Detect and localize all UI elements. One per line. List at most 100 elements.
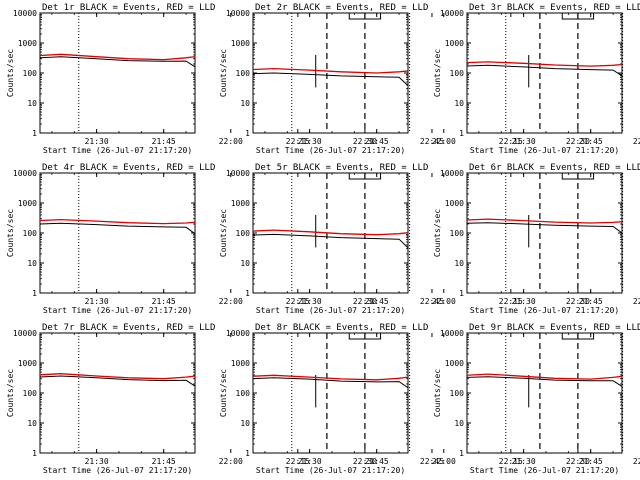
panel-9: Det 9r BLACK = Events, RED = LLD 1 10 100 10…	[433, 323, 640, 475]
y-tick-label: 10000	[440, 9, 464, 18]
y-tick-label: 1000	[445, 39, 464, 48]
time-bracket	[561, 13, 595, 20]
x-tick-label: 22:00	[432, 297, 456, 306]
x-tick-label: 22:15	[286, 137, 310, 146]
y-tick-label: 10	[454, 259, 464, 268]
panel-2: Det 2r BLACK = Events, RED = LLD 1 10 100 10…	[219, 3, 640, 155]
y-tick-label: 100	[23, 69, 38, 78]
y-tick-label: 1	[32, 449, 37, 458]
y-tick-label: 10	[454, 419, 464, 428]
y-tick-label: 1	[459, 129, 464, 138]
panel-title: Det 5r BLACK = Events, RED = LLD	[255, 163, 428, 173]
y-tick-label: 1000	[445, 359, 464, 368]
time-bracket	[348, 333, 382, 340]
y-tick-label: 10000	[13, 169, 37, 178]
x-axis-label: Start Time (26-Jul-07 21:17:20)	[470, 466, 619, 475]
y-tick-label: 1	[32, 289, 37, 298]
y-tick-label: 1	[459, 289, 464, 298]
y-tick-label: 1000	[445, 199, 464, 208]
x-tick-label: 22:30	[566, 137, 590, 146]
panel-title: Det 7r BLACK = Events, RED = LLD	[42, 323, 215, 333]
panel-title: Det 2r BLACK = Events, RED = LLD	[255, 3, 428, 13]
y-tick-label: 10000	[440, 329, 464, 338]
time-bracket	[561, 173, 595, 180]
y-tick-label: 1	[245, 129, 250, 138]
x-tick-label: 21:45	[152, 137, 176, 146]
x-axis-label: Start Time (26-Jul-07 21:17:20)	[43, 306, 192, 315]
y-tick-label: 1000	[231, 39, 250, 48]
x-axis-label: Start Time (26-Jul-07 21:17:20)	[470, 306, 619, 315]
y-tick-label: 1000	[18, 39, 37, 48]
x-tick-label: 21:45	[365, 457, 389, 466]
x-tick-label: 21:45	[579, 137, 603, 146]
y-tick-label: 10000	[13, 329, 37, 338]
time-bracket	[348, 13, 382, 20]
panel-title: Det 8r BLACK = Events, RED = LLD	[255, 323, 428, 333]
x-tick-label: 21:30	[512, 457, 536, 466]
y-axis-label: Counts/sec	[6, 209, 15, 257]
x-tick-label: 21:45	[152, 297, 176, 306]
y-tick-label: 10	[27, 259, 37, 268]
x-tick-label: 21:45	[152, 457, 176, 466]
y-tick-label: 10	[27, 419, 37, 428]
x-tick-label: 21:30	[512, 297, 536, 306]
x-tick-label: 22:45	[633, 137, 640, 146]
y-tick-label: 100	[236, 69, 251, 78]
y-tick-label: 10	[27, 99, 37, 108]
x-axis-label: Start Time (26-Jul-07 21:17:20)	[256, 466, 405, 475]
x-tick-label: 22:30	[566, 297, 590, 306]
panel-7: Det 7r BLACK = Events, RED = LLD 1 10 100 10…	[6, 323, 444, 475]
y-tick-label: 10	[240, 259, 250, 268]
y-tick-label: 100	[450, 229, 465, 238]
x-tick-label: 22:30	[353, 137, 377, 146]
panel-3: Det 3r BLACK = Events, RED = LLD 1 10 100 10…	[433, 3, 640, 155]
panel-8: Det 8r BLACK = Events, RED = LLD 1 10 100 10…	[219, 323, 640, 475]
y-axis-label: Counts/sec	[219, 369, 228, 417]
panel-title: Det 4r BLACK = Events, RED = LLD	[42, 163, 215, 173]
y-tick-label: 1000	[231, 359, 250, 368]
time-bracket	[348, 173, 382, 180]
panel-title: Det 1r BLACK = Events, RED = LLD	[42, 3, 215, 13]
y-tick-label: 100	[23, 389, 38, 398]
x-tick-label: 22:00	[219, 457, 243, 466]
y-tick-label: 1	[245, 289, 250, 298]
x-tick-label: 21:30	[298, 137, 322, 146]
y-axis-label: Counts/sec	[433, 49, 442, 97]
y-axis-label: Counts/sec	[219, 209, 228, 257]
x-tick-label: 22:30	[566, 457, 590, 466]
x-axis-label: Start Time (26-Jul-07 21:17:20)	[470, 146, 619, 155]
y-axis-label: Counts/sec	[433, 369, 442, 417]
y-tick-label: 1000	[231, 199, 250, 208]
x-tick-label: 22:15	[286, 297, 310, 306]
y-axis-label: Counts/sec	[6, 369, 15, 417]
y-tick-label: 1000	[18, 359, 37, 368]
x-tick-label: 21:30	[298, 457, 322, 466]
x-tick-label: 21:45	[365, 137, 389, 146]
x-axis-label: Start Time (26-Jul-07 21:17:20)	[43, 466, 192, 475]
time-bracket	[561, 333, 595, 340]
x-tick-label: 21:45	[579, 457, 603, 466]
x-tick-label: 22:15	[286, 457, 310, 466]
panel-title: Det 9r BLACK = Events, RED = LLD	[469, 323, 640, 333]
x-tick-label: 22:45	[633, 457, 640, 466]
y-tick-label: 10000	[440, 169, 464, 178]
panel-title: Det 6r BLACK = Events, RED = LLD	[469, 163, 640, 173]
x-tick-label: 21:30	[512, 137, 536, 146]
x-tick-label: 22:45	[420, 297, 444, 306]
x-tick-label: 21:45	[365, 297, 389, 306]
x-tick-label: 22:45	[420, 457, 444, 466]
x-tick-label: 22:00	[432, 457, 456, 466]
x-tick-label: 22:00	[219, 297, 243, 306]
x-tick-label: 22:00	[432, 137, 456, 146]
y-tick-label: 100	[236, 389, 251, 398]
y-tick-label: 10	[454, 99, 464, 108]
x-tick-label: 22:30	[353, 297, 377, 306]
x-tick-label: 22:15	[499, 457, 523, 466]
y-tick-label: 10000	[13, 9, 37, 18]
x-tick-label: 22:15	[499, 297, 523, 306]
y-tick-label: 10	[240, 419, 250, 428]
y-tick-label: 100	[236, 229, 251, 238]
y-axis-label: Counts/sec	[6, 49, 15, 97]
